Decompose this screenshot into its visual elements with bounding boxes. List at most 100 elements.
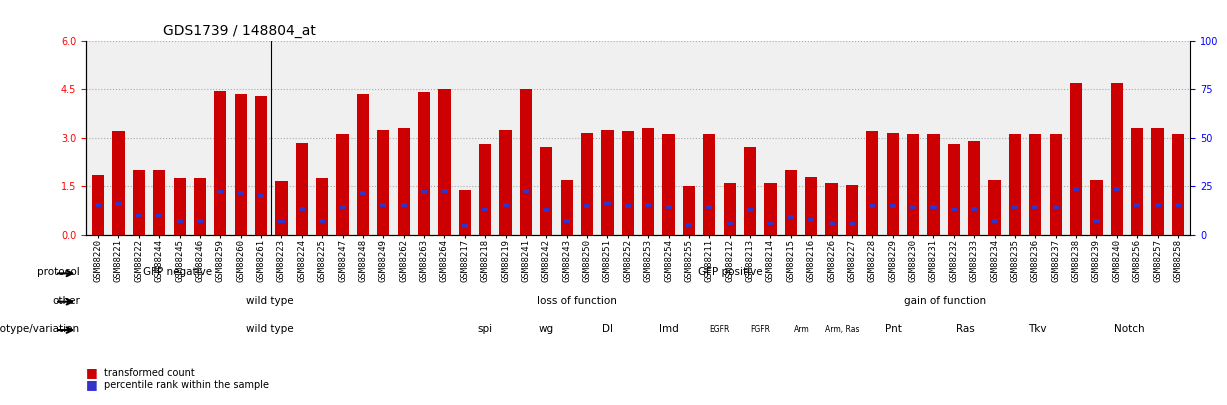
- Bar: [418, 92, 431, 235]
- Bar: [1049, 134, 1061, 235]
- Bar: [499, 130, 512, 235]
- Bar: [380, 203, 387, 207]
- Bar: [887, 133, 899, 235]
- Bar: [544, 209, 550, 212]
- Bar: [1053, 205, 1059, 209]
- Bar: [1175, 203, 1182, 207]
- Text: transformed count: transformed count: [104, 368, 195, 377]
- Bar: [357, 94, 369, 235]
- Bar: [482, 207, 488, 211]
- Bar: [153, 170, 166, 235]
- Bar: [869, 204, 875, 208]
- Bar: [523, 189, 529, 193]
- Bar: [968, 141, 980, 235]
- Bar: [1110, 83, 1123, 235]
- Text: Pnt: Pnt: [885, 324, 902, 334]
- Bar: [665, 205, 671, 209]
- Bar: [724, 183, 736, 235]
- Text: GFP positive: GFP positive: [698, 267, 762, 277]
- Bar: [625, 204, 631, 208]
- Bar: [340, 205, 346, 209]
- Bar: [845, 185, 858, 235]
- Bar: [115, 202, 121, 206]
- Bar: [1074, 187, 1080, 191]
- Text: genotype/variation: genotype/variation: [0, 324, 80, 334]
- Bar: [194, 178, 206, 235]
- Bar: [196, 219, 202, 223]
- Text: GFP negative: GFP negative: [144, 267, 212, 277]
- Text: wg: wg: [539, 324, 553, 334]
- Bar: [971, 207, 977, 211]
- Bar: [133, 170, 145, 235]
- Bar: [398, 128, 410, 235]
- Bar: [828, 222, 834, 226]
- Bar: [849, 222, 855, 226]
- Bar: [1093, 219, 1099, 223]
- Bar: [1114, 187, 1120, 191]
- Bar: [1032, 205, 1038, 209]
- Bar: [605, 201, 611, 205]
- Bar: [642, 128, 654, 235]
- Bar: [951, 207, 957, 211]
- Bar: [94, 203, 101, 207]
- Bar: [584, 205, 590, 208]
- Text: percentile rank within the sample: percentile rank within the sample: [104, 380, 269, 390]
- Bar: [707, 205, 713, 209]
- Bar: [1172, 134, 1184, 235]
- Bar: [686, 223, 692, 227]
- Text: Notch: Notch: [1114, 324, 1144, 334]
- Text: protocol: protocol: [37, 267, 80, 277]
- Bar: [930, 205, 936, 209]
- Bar: [1155, 203, 1161, 207]
- Text: gain of function: gain of function: [904, 296, 985, 306]
- Text: Arm: Arm: [794, 324, 810, 334]
- Bar: [910, 205, 917, 209]
- Bar: [317, 178, 329, 235]
- Bar: [622, 131, 634, 235]
- Bar: [744, 147, 756, 235]
- Bar: [767, 222, 773, 226]
- Bar: [663, 134, 675, 235]
- Bar: [296, 143, 308, 235]
- Text: spi: spi: [477, 324, 492, 334]
- Text: Dl: Dl: [602, 324, 612, 334]
- Bar: [479, 144, 491, 235]
- Text: GDS1739 / 148804_at: GDS1739 / 148804_at: [163, 24, 317, 38]
- Bar: [461, 224, 467, 228]
- Bar: [177, 219, 183, 223]
- Text: wild type: wild type: [247, 324, 293, 334]
- Bar: [401, 203, 407, 207]
- Bar: [764, 183, 777, 235]
- Bar: [601, 130, 614, 235]
- Bar: [805, 177, 817, 235]
- Bar: [1151, 128, 1163, 235]
- Bar: [540, 147, 552, 235]
- Text: Ras: Ras: [956, 324, 974, 334]
- Text: wild type: wild type: [247, 296, 293, 306]
- Bar: [299, 207, 306, 211]
- Bar: [907, 134, 919, 235]
- Bar: [113, 131, 125, 235]
- Bar: [645, 203, 652, 207]
- Bar: [173, 178, 185, 235]
- Bar: [255, 96, 267, 235]
- Bar: [1070, 83, 1082, 235]
- Bar: [788, 215, 794, 219]
- Bar: [360, 191, 366, 194]
- Bar: [238, 191, 244, 194]
- Bar: [809, 218, 815, 222]
- Bar: [92, 175, 104, 235]
- Bar: [421, 190, 427, 194]
- Bar: [1012, 205, 1018, 209]
- Bar: [866, 131, 879, 235]
- Bar: [234, 94, 247, 235]
- Bar: [563, 219, 569, 223]
- Bar: [785, 170, 798, 235]
- Bar: [442, 189, 448, 193]
- Bar: [279, 220, 285, 224]
- Bar: [1134, 203, 1140, 207]
- Bar: [1131, 128, 1144, 235]
- Bar: [582, 133, 593, 235]
- Text: other: other: [52, 296, 80, 306]
- Bar: [991, 219, 998, 223]
